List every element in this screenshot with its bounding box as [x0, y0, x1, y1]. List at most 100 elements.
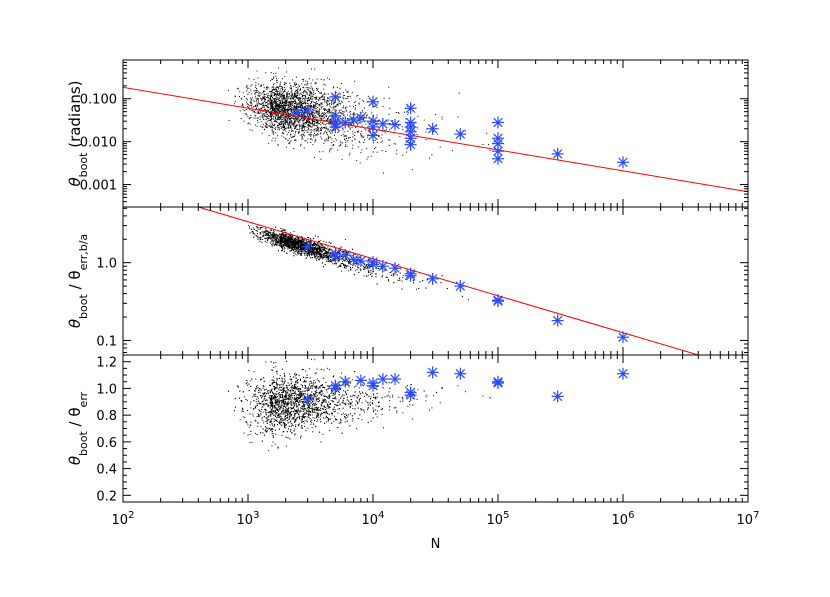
data-dot: [339, 88, 340, 89]
asterisk-point: [405, 102, 417, 114]
data-dot: [264, 97, 265, 98]
data-dot: [297, 120, 298, 121]
data-dot: [287, 111, 288, 112]
data-dot: [323, 255, 324, 256]
data-dot: [265, 235, 266, 236]
data-dot: [363, 142, 364, 143]
data-dot: [294, 113, 295, 114]
data-dot: [311, 102, 312, 103]
data-dot: [314, 157, 315, 158]
data-dot: [316, 128, 317, 129]
data-dot: [285, 107, 286, 108]
data-dot: [255, 96, 256, 97]
data-dot: [324, 96, 325, 97]
data-dot: [291, 123, 292, 124]
data-dot: [259, 229, 260, 230]
data-dot: [331, 104, 332, 105]
data-dot: [285, 82, 286, 83]
data-dot: [270, 106, 271, 107]
data-dot: [322, 123, 323, 124]
data-dot: [277, 126, 278, 127]
data-dot: [257, 105, 258, 106]
data-dot: [354, 135, 355, 136]
data-dot: [362, 100, 363, 101]
data-dot: [315, 83, 316, 84]
data-dot: [285, 130, 286, 131]
data-dot: [275, 129, 276, 130]
data-dot: [279, 94, 280, 95]
data-dot: [319, 92, 320, 93]
data-dot: [256, 92, 257, 93]
data-dot: [294, 121, 295, 122]
data-dot: [326, 256, 327, 257]
data-dot: [297, 92, 298, 93]
data-dot: [295, 107, 296, 108]
data-dot: [292, 98, 293, 99]
data-dot: [281, 107, 282, 108]
data-dot: [261, 227, 262, 228]
data-dot: [267, 95, 268, 96]
data-dot: [343, 95, 344, 96]
data-dot: [355, 254, 356, 255]
data-dot: [343, 98, 344, 99]
data-dot: [251, 99, 252, 100]
data-dot: [376, 107, 377, 108]
data-dot: [289, 121, 290, 122]
data-dot: [277, 105, 278, 106]
data-dot: [281, 250, 282, 251]
data-dot: [279, 100, 280, 101]
data-dot: [249, 109, 250, 110]
data-dot: [344, 95, 345, 96]
data-dot: [276, 99, 277, 100]
data-dot: [373, 142, 374, 143]
data-dot: [274, 95, 275, 96]
data-dot: [296, 97, 297, 98]
data-dot: [255, 118, 256, 119]
data-dot: [302, 136, 303, 137]
data-dot: [324, 114, 325, 115]
data-dot: [302, 95, 303, 96]
data-dot: [308, 116, 309, 117]
data-dot: [283, 125, 284, 126]
data-dot: [250, 101, 251, 102]
data-dot: [343, 92, 344, 93]
data-dot: [293, 101, 294, 102]
data-dot: [277, 87, 278, 88]
data-dot: [308, 134, 309, 135]
data-dot: [266, 94, 267, 95]
data-dot: [323, 108, 324, 109]
data-dot: [384, 270, 385, 271]
data-dot: [269, 135, 270, 136]
data-dot: [286, 120, 287, 121]
data-dot: [306, 258, 307, 259]
data-dot: [244, 96, 245, 97]
data-dot: [280, 228, 281, 229]
data-dot: [325, 141, 326, 142]
data-dot: [286, 97, 287, 98]
data-dot: [310, 133, 311, 134]
data-dot: [295, 85, 296, 86]
data-dot: [258, 91, 259, 92]
data-dot: [292, 97, 293, 98]
data-dot: [277, 135, 278, 136]
data-dot: [273, 116, 274, 117]
data-dot: [284, 87, 285, 88]
data-dot: [276, 86, 277, 87]
data-dot: [280, 95, 281, 96]
data-dot: [301, 83, 302, 84]
data-dot: [307, 81, 308, 82]
data-dot: [257, 111, 258, 112]
data-dot: [325, 128, 326, 129]
data-dot: [375, 273, 376, 274]
data-dot: [318, 128, 319, 129]
data-dot: [293, 110, 294, 111]
data-dot: [333, 145, 334, 146]
data-dot: [268, 143, 269, 144]
data-dot: [318, 114, 319, 115]
data-dot: [310, 123, 311, 124]
data-dot: [285, 98, 286, 99]
data-dot: [329, 250, 330, 251]
data-dot: [300, 105, 301, 106]
data-dot: [273, 125, 274, 126]
data-dot: [336, 140, 337, 141]
